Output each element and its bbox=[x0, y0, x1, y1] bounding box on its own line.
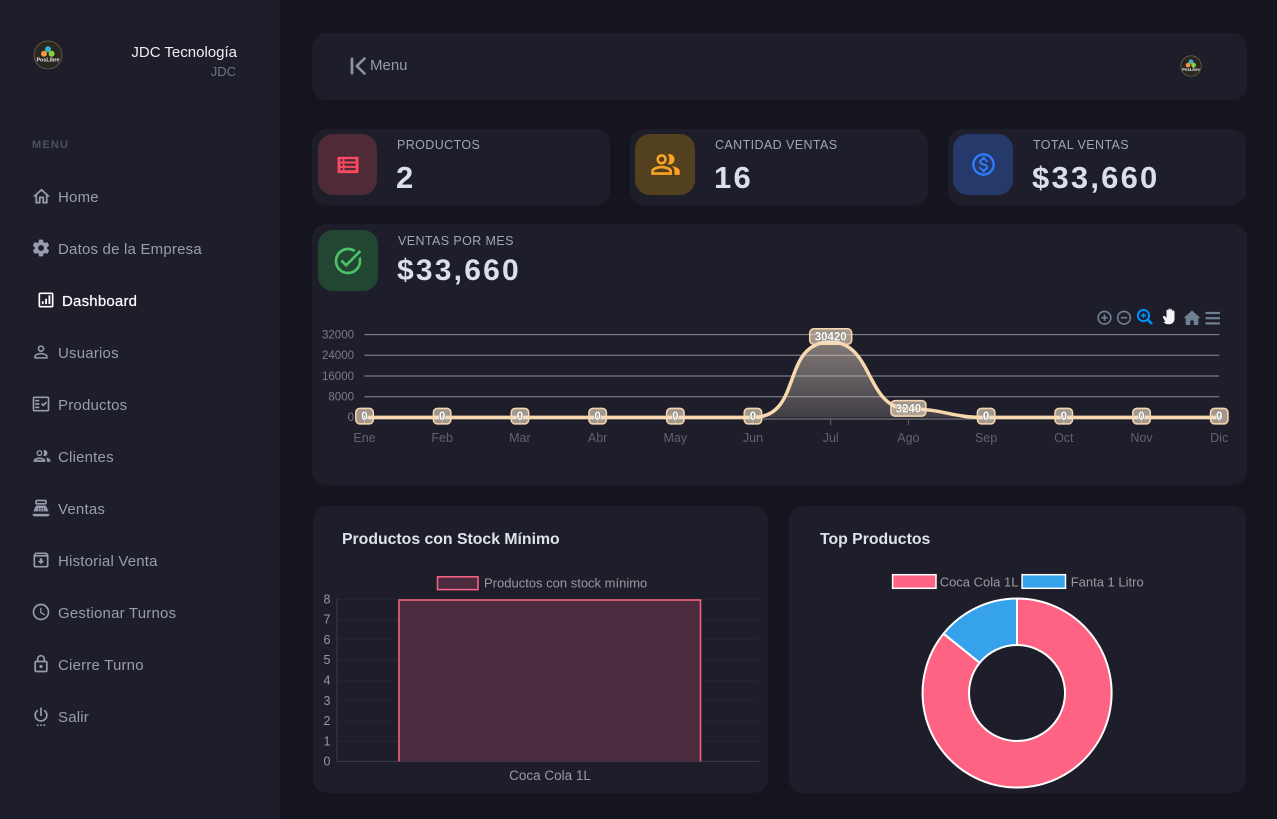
svg-text:16000: 16000 bbox=[322, 371, 354, 383]
svg-text:0: 0 bbox=[348, 412, 354, 424]
svg-text:24000: 24000 bbox=[322, 350, 354, 362]
svg-text:0: 0 bbox=[983, 411, 989, 423]
svg-text:3240: 3240 bbox=[896, 403, 922, 415]
svg-text:0: 0 bbox=[361, 411, 367, 423]
svg-text:Oct: Oct bbox=[1054, 431, 1074, 445]
svg-text:5: 5 bbox=[324, 653, 331, 667]
svg-text:Mar: Mar bbox=[509, 431, 531, 445]
svg-text:0: 0 bbox=[439, 411, 445, 423]
svg-text:6: 6 bbox=[324, 633, 331, 647]
svg-text:Dic: Dic bbox=[1210, 431, 1228, 445]
svg-text:0: 0 bbox=[750, 411, 756, 423]
svg-text:Ago: Ago bbox=[897, 431, 919, 445]
svg-text:0: 0 bbox=[594, 411, 600, 423]
svg-text:0: 0 bbox=[324, 755, 331, 769]
svg-text:0: 0 bbox=[672, 411, 678, 423]
svg-text:Sep: Sep bbox=[975, 431, 997, 445]
svg-text:PosLibre: PosLibre bbox=[1182, 67, 1200, 72]
svg-text:8: 8 bbox=[324, 592, 331, 606]
svg-text:1: 1 bbox=[324, 734, 331, 748]
svg-text:0: 0 bbox=[1216, 411, 1222, 423]
svg-text:Abr: Abr bbox=[588, 431, 607, 445]
svg-text:Jul: Jul bbox=[823, 431, 839, 445]
svg-text:7: 7 bbox=[324, 613, 331, 627]
svg-text:Coca Cola 1L: Coca Cola 1L bbox=[940, 575, 1019, 590]
svg-text:Fanta 1 Litro: Fanta 1 Litro bbox=[1071, 575, 1144, 590]
svg-text:Jun: Jun bbox=[743, 431, 763, 445]
svg-text:Coca Cola 1L: Coca Cola 1L bbox=[509, 768, 591, 783]
svg-text:Productos con stock mínimo: Productos con stock mínimo bbox=[484, 575, 647, 590]
svg-text:0: 0 bbox=[517, 411, 523, 423]
svg-text:Feb: Feb bbox=[431, 431, 453, 445]
svg-text:0: 0 bbox=[1138, 411, 1144, 423]
svg-text:3: 3 bbox=[324, 694, 331, 708]
svg-text:4: 4 bbox=[324, 674, 331, 688]
svg-text:Ene: Ene bbox=[353, 431, 375, 445]
svg-text:May: May bbox=[663, 431, 687, 445]
svg-text:Nov: Nov bbox=[1130, 431, 1153, 445]
svg-text:32000: 32000 bbox=[322, 329, 354, 341]
svg-text:30420: 30420 bbox=[815, 332, 847, 344]
svg-text:2: 2 bbox=[324, 714, 331, 728]
svg-text:8000: 8000 bbox=[328, 392, 354, 404]
svg-text:PosLibre: PosLibre bbox=[36, 58, 59, 64]
svg-text:0: 0 bbox=[1061, 411, 1067, 423]
